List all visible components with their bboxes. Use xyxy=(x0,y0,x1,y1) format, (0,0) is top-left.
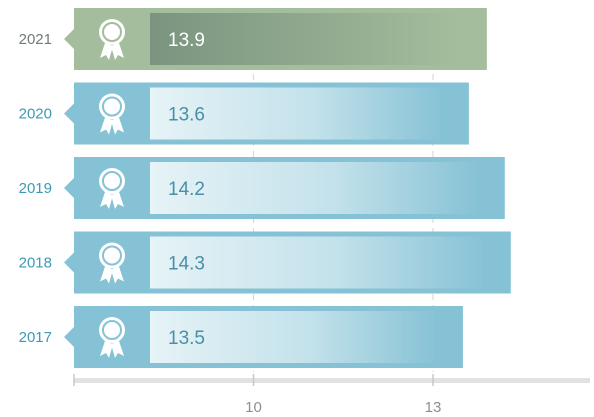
bar-inner-panel xyxy=(150,311,437,363)
bar-pointer xyxy=(64,327,74,347)
award-ribbon-icon xyxy=(99,19,125,60)
award-ribbon-icon xyxy=(99,242,125,284)
bar-group: 13.6 2020 xyxy=(19,82,469,145)
bar-pointer xyxy=(64,178,74,198)
value-label: 13.6 xyxy=(168,105,205,126)
bar-inner-panel xyxy=(150,236,485,289)
bar-group: 14.2 2019 xyxy=(19,157,505,219)
award-ribbon-icon xyxy=(99,317,125,358)
bars: 13.9 2021 13.6 2020 14.2 2019 14.3 2018 13.5 2017 xyxy=(19,8,511,368)
tick-label: 10 xyxy=(245,399,262,416)
category-label: 2021 xyxy=(19,31,52,48)
bar-inner-panel xyxy=(150,87,443,140)
category-label: 2018 xyxy=(19,255,52,272)
bar-pointer xyxy=(64,252,74,273)
value-label: 13.9 xyxy=(168,30,205,51)
category-label: 2017 xyxy=(19,329,52,346)
bar-inner-panel xyxy=(150,162,479,214)
value-label: 13.5 xyxy=(168,328,205,349)
bar-pointer xyxy=(64,29,74,49)
tick-label: 13 xyxy=(425,399,442,416)
axis-line xyxy=(74,378,590,383)
x-axis: 101316 xyxy=(73,374,590,416)
category-label: 2020 xyxy=(19,106,52,123)
value-label: 14.2 xyxy=(168,179,205,200)
bar-inner-panel xyxy=(150,13,461,65)
bar-group: 14.3 2018 xyxy=(19,231,511,294)
bar-group: 13.5 2017 xyxy=(19,306,463,368)
category-label: 2019 xyxy=(19,180,52,197)
award-ribbon-icon xyxy=(99,168,125,209)
award-ribbon-icon xyxy=(99,93,125,135)
value-label: 14.3 xyxy=(168,254,205,275)
bar-pointer xyxy=(64,103,74,124)
bar-group: 13.9 2021 xyxy=(19,8,487,70)
